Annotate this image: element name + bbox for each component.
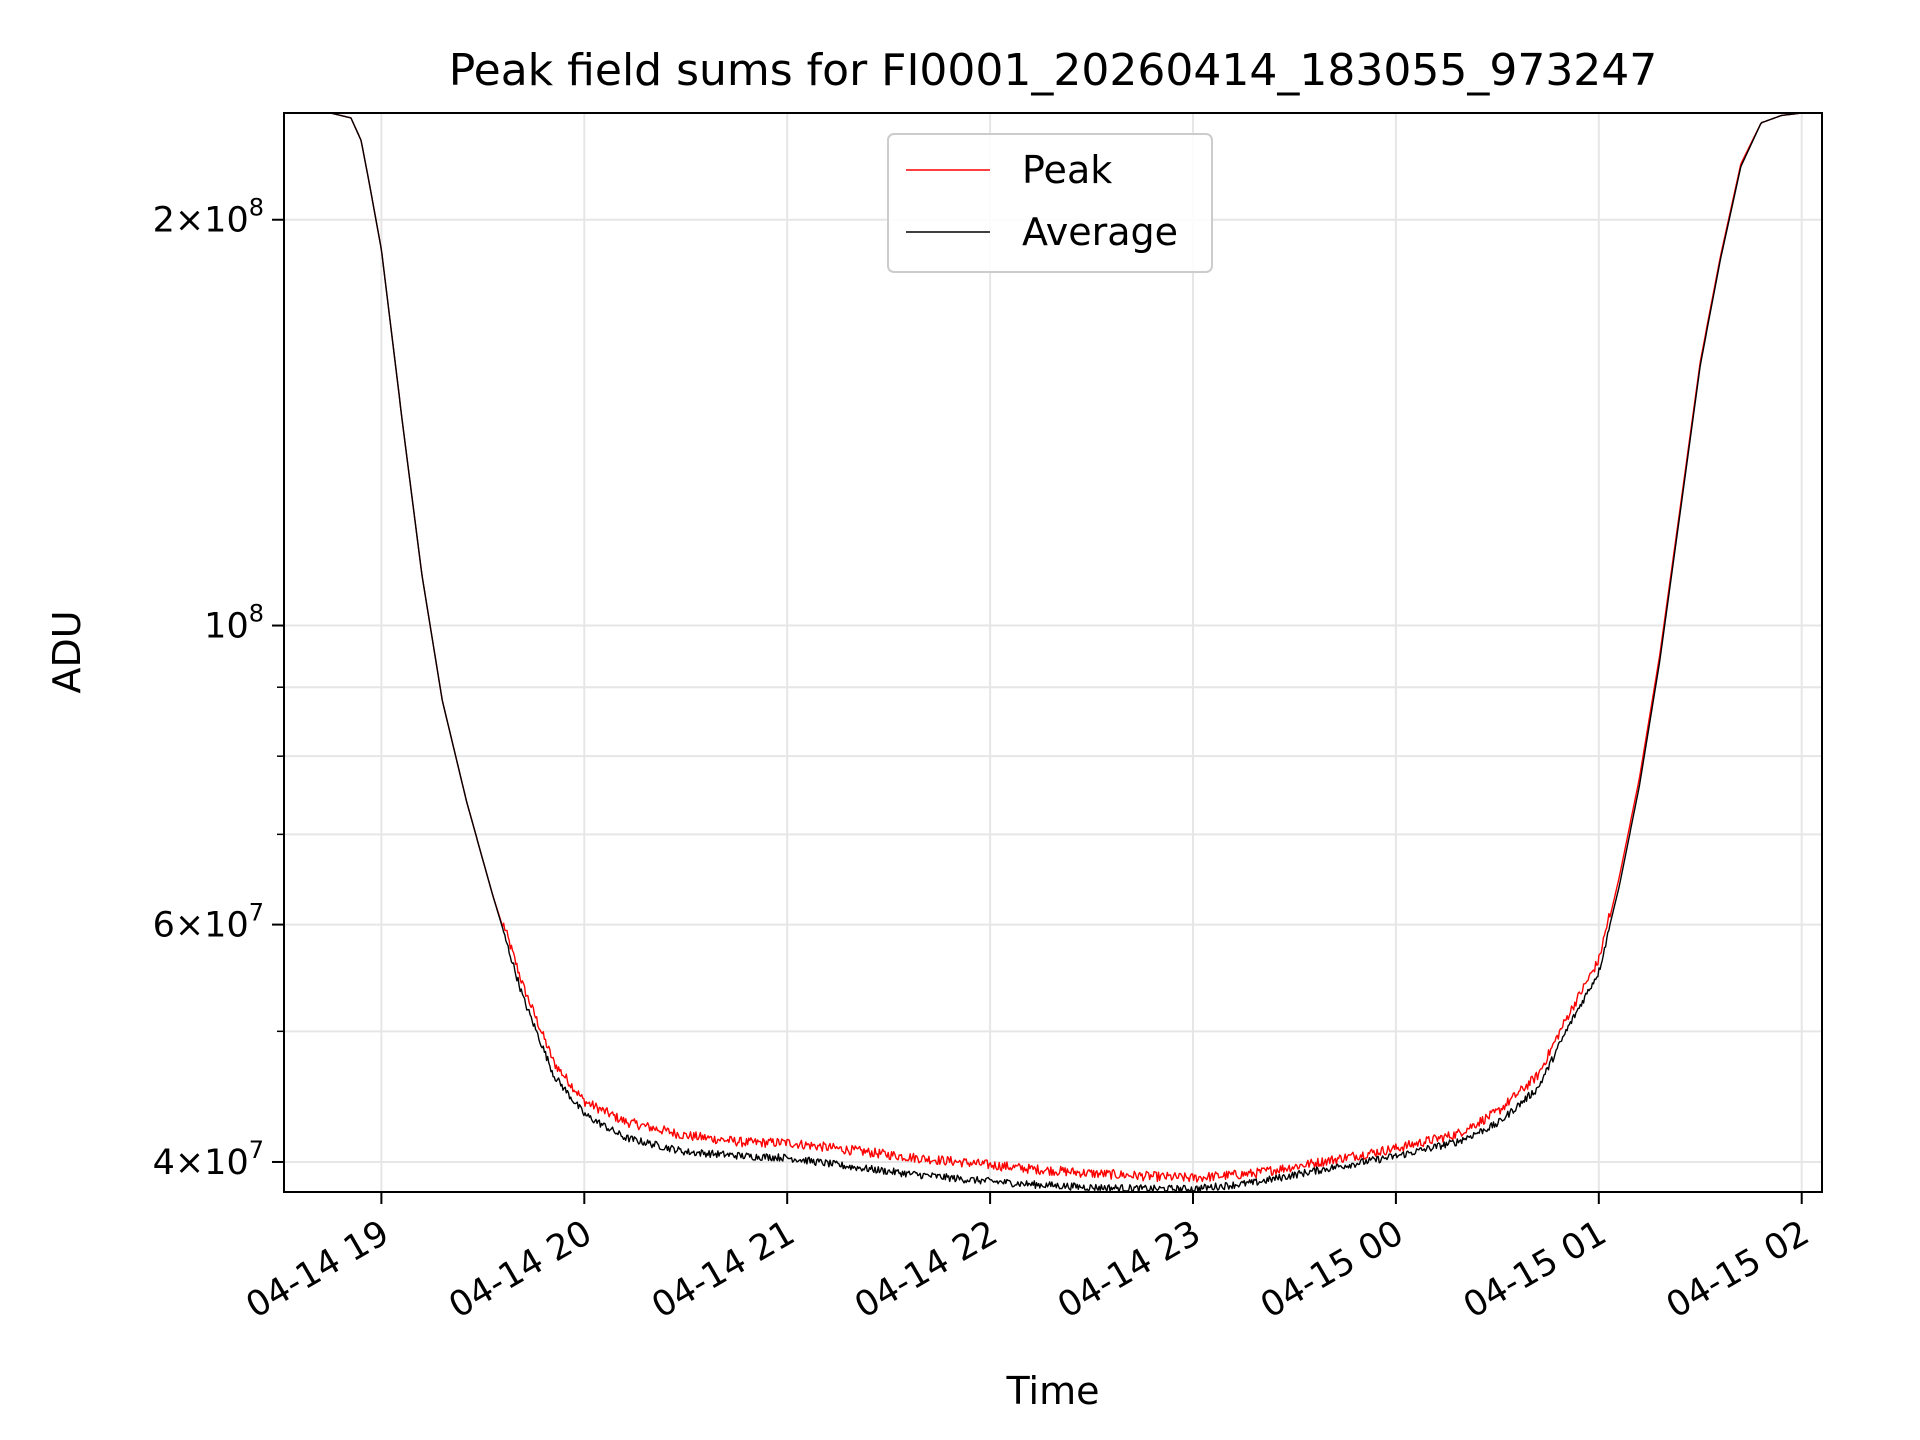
series-line-average: [284, 112, 1822, 1194]
plot-frame: [283, 112, 1823, 1193]
x-axis-label: Time: [1006, 1369, 1100, 1413]
legend-box: [887, 133, 1213, 273]
y-axis: 4×107 6×107 108 2×108: [153, 194, 284, 1183]
y-tick-label: 2×108: [153, 194, 264, 241]
legend: Peak Average: [887, 133, 1213, 273]
y-tick-label: 108: [204, 600, 264, 647]
grid: [284, 113, 1822, 1192]
legend-label-peak: Peak: [1022, 148, 1112, 192]
series-line-peak: [284, 112, 1822, 1183]
legend-label-average: Average: [1022, 210, 1178, 254]
y-tick-label: 4×107: [153, 1136, 264, 1183]
series-layer: [284, 112, 1822, 1194]
y-axis-label: ADU: [45, 610, 89, 693]
y-tick-label: 6×107: [153, 899, 264, 946]
chart-title: Peak field sums for FI0001_20260414_1830…: [449, 45, 1658, 96]
